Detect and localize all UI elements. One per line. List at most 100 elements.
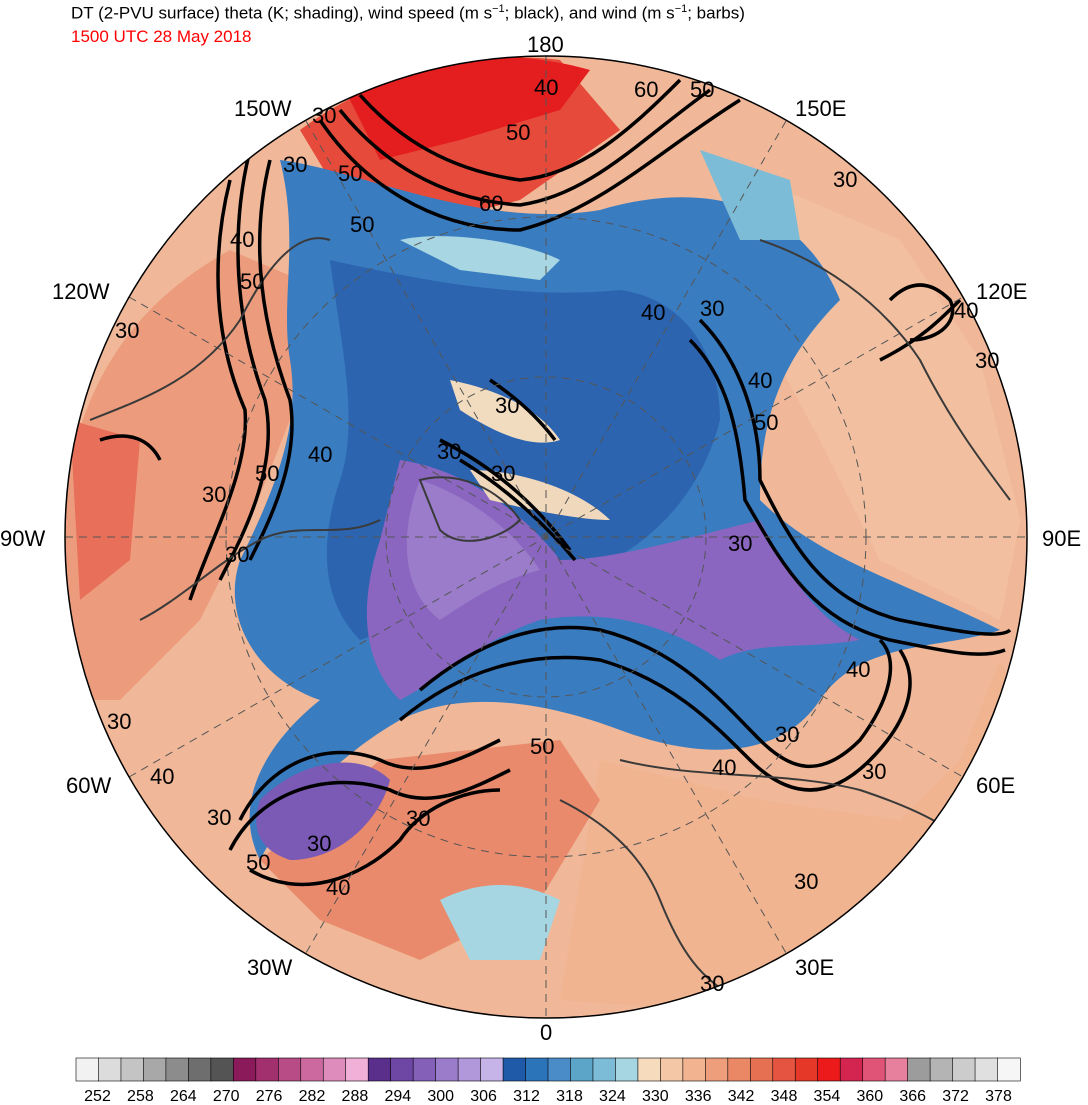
lon-label-30w: 30W — [247, 955, 292, 980]
colorbar-swatch — [772, 1057, 796, 1082]
map-border — [64, 55, 1028, 1019]
colorbar-tick-label: 354 — [814, 1088, 841, 1105]
colorbar-swatch — [188, 1057, 212, 1082]
contour-label: 30 — [775, 722, 799, 747]
contour-label: 40 — [534, 75, 558, 100]
colorbar-swatch — [300, 1057, 324, 1082]
lon-label-60e: 60E — [976, 773, 1015, 798]
colorbar-swatch — [143, 1057, 167, 1082]
colorbar-tick-labels: 252 258 264 270 276 282 288 294 300 306 312 318 324 3… — [84, 1088, 1012, 1105]
colorbar-swatch — [974, 1057, 999, 1082]
colorbar-tick-label: 306 — [470, 1088, 497, 1105]
contour-label: 30 — [115, 318, 139, 343]
lon-label-90e: 90E — [1042, 526, 1081, 551]
contour-label: 30 — [307, 831, 331, 856]
colorbar-swatch — [165, 1057, 189, 1082]
wind-speed-contours — [99, 78, 1012, 887]
contour-label: 50 — [754, 410, 778, 435]
lon-label-90w: 90W — [0, 526, 45, 551]
colorbar-swatch — [75, 1057, 100, 1082]
contour-label: 30 — [862, 759, 886, 784]
contour-label: 30 — [283, 152, 307, 177]
lon-label-150e: 150E — [795, 96, 846, 121]
colorbar-swatch — [547, 1057, 572, 1082]
colorbar-tick-label: 288 — [342, 1088, 369, 1105]
colorbar-swatch — [749, 1057, 774, 1082]
contour-label: 30 — [728, 531, 752, 556]
colorbar-tick-label: 378 — [985, 1088, 1012, 1105]
lon-label-30e: 30E — [795, 955, 834, 980]
colorbar-tick-label: 372 — [942, 1088, 969, 1105]
contour-label: 40 — [846, 657, 870, 682]
colorbar-swatch — [120, 1057, 145, 1082]
colorbar-tick-label: 270 — [213, 1088, 240, 1105]
contour-label: 30 — [794, 869, 818, 894]
colorbar-swatch — [952, 1057, 976, 1082]
lon-label-120w: 120W — [52, 279, 110, 304]
contour-label: 50 — [255, 461, 279, 486]
contour-label: 30 — [700, 971, 724, 996]
colorbar-swatch — [480, 1057, 504, 1082]
contour-label: 40 — [150, 764, 174, 789]
contour-label: 40 — [230, 227, 254, 252]
colorbar-swatch — [502, 1057, 527, 1082]
colorbar-swatch — [390, 1057, 414, 1082]
colorbar-tick-label: 366 — [899, 1088, 926, 1105]
contour-label: 40 — [326, 875, 350, 900]
colorbar-tick-label: 300 — [427, 1088, 454, 1105]
colorbar-swatch — [435, 1057, 459, 1082]
contour-labels: 30 40 50 60 50 50 60 50 30 40 50 30 30 4… — [107, 75, 999, 996]
colorbar-tick-label: 294 — [384, 1088, 411, 1105]
colorbar-swatch — [233, 1057, 257, 1082]
colorbar-tick-label: 276 — [256, 1088, 283, 1105]
contour-label: 60 — [634, 77, 658, 102]
colorbar-swatch — [727, 1057, 751, 1082]
colorbar-swatch — [929, 1057, 954, 1082]
colorbar-swatch — [817, 1057, 841, 1082]
colorbar-swatch — [682, 1057, 706, 1082]
colorbar-tick-label: 348 — [771, 1088, 798, 1105]
valid-time: 1500 UTC 28 May 2018 — [71, 27, 252, 46]
colorbar-swatch — [615, 1057, 639, 1082]
colorbar-tick-label: 282 — [299, 1088, 326, 1105]
colorbar-swatch — [592, 1057, 617, 1082]
colorbar — [75, 1057, 1021, 1082]
colorbar-swatch — [210, 1057, 234, 1082]
colorbar-swatch — [794, 1057, 819, 1082]
colorbar-swatch — [884, 1057, 909, 1082]
colorbar-tick-label: 336 — [685, 1088, 712, 1105]
contour-label: 40 — [712, 755, 736, 780]
contour-label: 30 — [495, 393, 519, 418]
contour-label: 50 — [506, 120, 530, 145]
colorbar-swatch — [570, 1057, 594, 1082]
contour-label: 50 — [338, 161, 362, 186]
contour-label: 40 — [308, 442, 332, 467]
colorbar-swatch — [277, 1057, 302, 1082]
colorbar-tick-label: 324 — [599, 1088, 626, 1105]
colorbar-swatch — [839, 1057, 864, 1082]
contour-label: 30 — [207, 805, 231, 830]
colorbar-swatch — [98, 1057, 122, 1082]
colorbar-tick-label: 258 — [127, 1088, 154, 1105]
colorbar-swatch — [907, 1057, 931, 1082]
contour-label: 50 — [530, 734, 554, 759]
lon-label-60w: 60W — [66, 773, 111, 798]
contour-label: 30 — [833, 167, 857, 192]
contour-label: 40 — [641, 300, 665, 325]
contour-label: 30 — [437, 439, 461, 464]
contour-label: 30 — [225, 542, 249, 567]
contour-label: 40 — [748, 368, 772, 393]
colorbar-tick-label: 312 — [513, 1088, 540, 1105]
contour-label: 30 — [202, 482, 226, 507]
colorbar-tick-label: 318 — [556, 1088, 583, 1105]
contour-label: 50 — [350, 212, 374, 237]
colorbar-swatch — [412, 1057, 437, 1082]
colorbar-tick-label: 360 — [856, 1088, 883, 1105]
colorbar-swatch — [322, 1057, 347, 1082]
lon-label-0: 0 — [540, 1020, 552, 1045]
colorbar-swatch — [345, 1057, 369, 1082]
contour-label: 40 — [954, 298, 978, 323]
contour-label: 50 — [246, 850, 270, 875]
colorbar-swatch — [705, 1057, 729, 1082]
colorbar-tick-label: 342 — [728, 1088, 755, 1105]
